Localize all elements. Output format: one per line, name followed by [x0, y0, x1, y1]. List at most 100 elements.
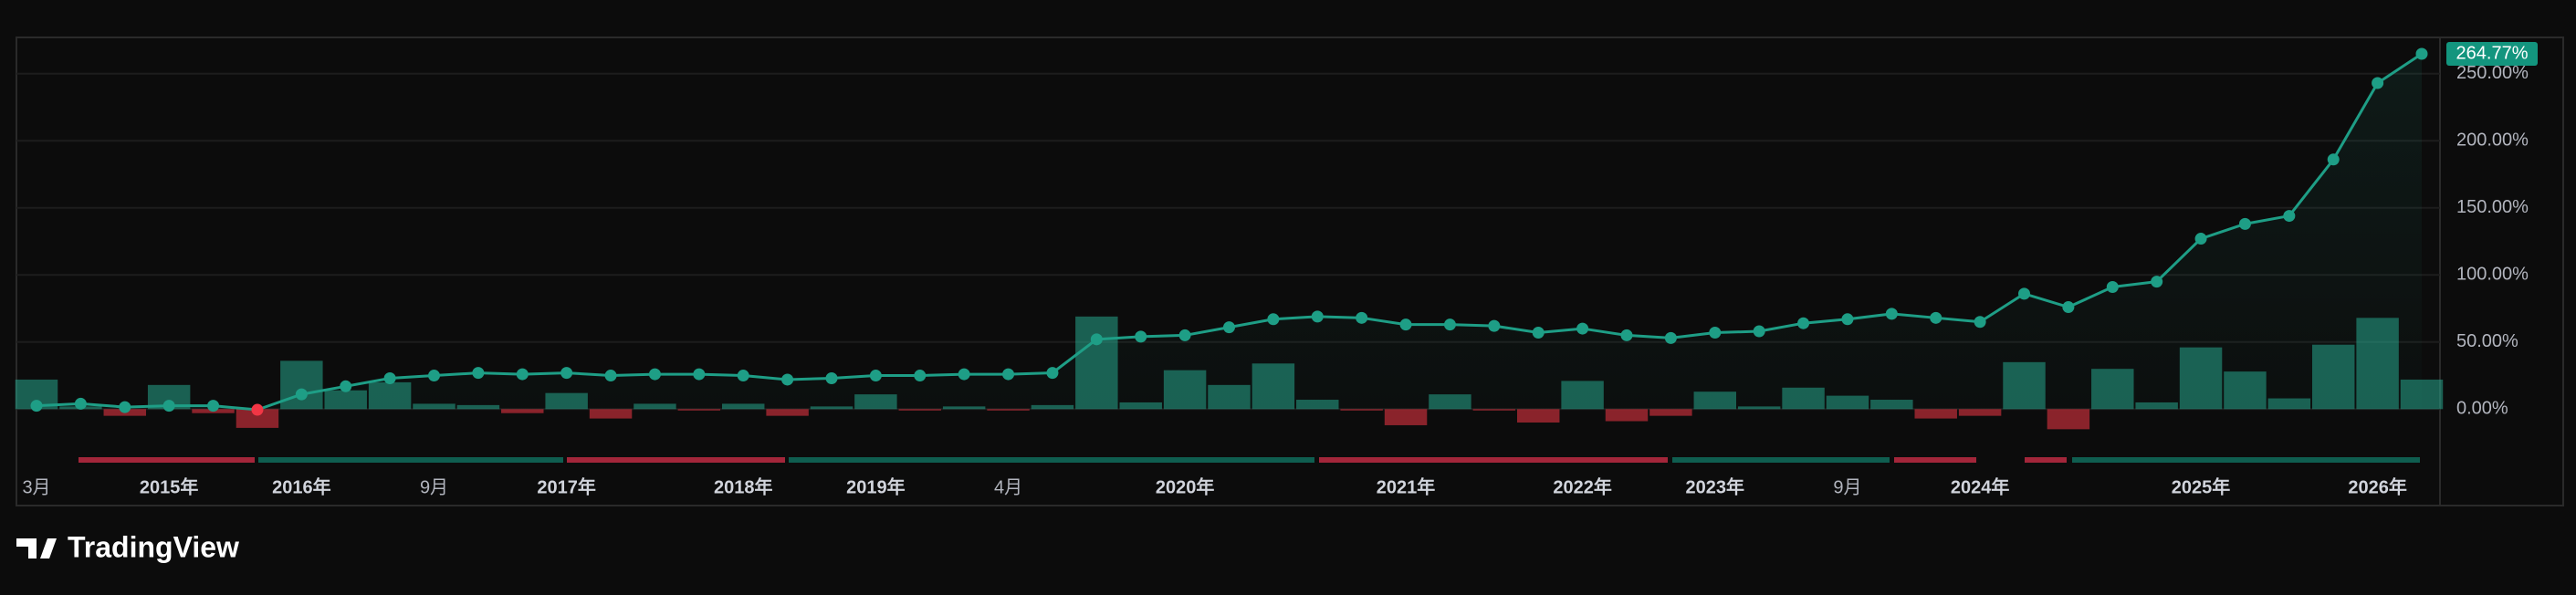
x-tick-label: 2025年 — [2172, 475, 2231, 497]
point — [1664, 331, 1677, 344]
point — [207, 400, 220, 412]
point — [2283, 210, 2296, 223]
point — [1223, 321, 1235, 334]
point — [1709, 326, 1722, 339]
return-bar — [501, 409, 544, 413]
x-tick-label: 2021年 — [1377, 475, 1436, 497]
y-tick-label: 200.00% — [2456, 130, 2529, 151]
point — [1090, 333, 1103, 346]
last-value-label: 264.77% — [2456, 43, 2529, 63]
point — [958, 368, 970, 381]
point — [516, 368, 529, 381]
point — [472, 367, 485, 380]
point — [1443, 318, 1456, 331]
return-bar — [2047, 409, 2090, 430]
point — [162, 400, 175, 412]
point — [1311, 310, 1324, 323]
return-bar — [1649, 409, 1692, 416]
point — [560, 367, 573, 380]
point — [2106, 280, 2119, 293]
point — [1046, 367, 1059, 380]
y-tick-label: 100.00% — [2456, 265, 2529, 285]
point — [1532, 326, 1545, 339]
point — [2018, 287, 2030, 300]
return-bar — [1340, 409, 1383, 411]
x-tick-label: 2023年 — [1686, 475, 1745, 497]
point — [2372, 77, 2384, 89]
point — [604, 370, 617, 382]
point — [1399, 318, 1412, 331]
point — [825, 371, 838, 384]
point — [2415, 47, 2428, 60]
point — [2238, 217, 2251, 230]
x-tick-label: 2022年 — [1553, 475, 1612, 497]
x-tick-label: 2020年 — [1156, 475, 1215, 497]
point — [1620, 329, 1633, 341]
x-tick-label: 9月 — [1833, 477, 1861, 497]
point — [340, 380, 352, 392]
x-tick-label: 2019年 — [846, 475, 906, 497]
logo: TradingView — [16, 530, 239, 563]
area — [37, 53, 2422, 411]
point — [914, 370, 927, 382]
point — [1135, 330, 1147, 343]
x-tick-label: 2015年 — [140, 475, 199, 497]
last-value-box — [2446, 41, 2538, 66]
x-tick-label: 4月 — [994, 477, 1022, 497]
point — [1267, 313, 1280, 326]
point — [383, 371, 396, 384]
point — [74, 397, 87, 410]
point — [1356, 311, 1368, 324]
point — [1488, 319, 1501, 332]
y-tick-label: 150.00% — [2456, 197, 2529, 217]
return-bar — [1605, 409, 1649, 422]
x-tick-label: 3月 — [22, 477, 50, 497]
point — [1841, 313, 1854, 326]
return-bar — [898, 409, 942, 411]
return-bar — [1516, 409, 1560, 423]
logo-icon — [16, 538, 57, 558]
x-tick-label: 2018年 — [714, 475, 773, 497]
point — [1885, 308, 1898, 320]
point — [781, 373, 794, 386]
x-tick-label: 2024年 — [1951, 475, 2010, 497]
point — [119, 401, 131, 413]
point — [1178, 329, 1191, 341]
point — [428, 370, 440, 382]
point — [1002, 368, 1015, 381]
point — [295, 388, 308, 401]
return-bar — [1472, 409, 1516, 411]
point — [1797, 317, 1810, 329]
point — [737, 370, 749, 382]
frame — [16, 37, 2564, 506]
return-bar — [677, 409, 721, 411]
x-tick-label: 2016年 — [272, 475, 331, 497]
point — [1576, 322, 1589, 335]
x-tick-label: 2017年 — [537, 475, 596, 497]
y-tick-label: 50.00% — [2456, 331, 2518, 351]
point — [30, 400, 43, 412]
point — [1930, 311, 1942, 324]
brand: TradingView — [68, 530, 239, 563]
point — [2062, 301, 2075, 314]
return-bar — [589, 409, 633, 419]
x-tick-label: 9月 — [420, 477, 448, 497]
return-bar — [1384, 409, 1428, 425]
point — [251, 403, 264, 416]
x-tick-label: 2026年 — [2348, 475, 2407, 497]
point — [869, 370, 882, 382]
point — [648, 368, 661, 381]
point — [1974, 316, 1986, 329]
return-bar — [987, 409, 1030, 411]
y-tick-label: 250.00% — [2456, 63, 2529, 83]
point — [2327, 153, 2340, 166]
point — [1753, 325, 1765, 338]
point — [2151, 276, 2163, 288]
point — [2194, 233, 2207, 245]
y-tick-label: 0.00% — [2456, 399, 2508, 419]
point — [693, 368, 706, 381]
return-bar — [766, 409, 809, 416]
return-bar — [236, 409, 279, 428]
